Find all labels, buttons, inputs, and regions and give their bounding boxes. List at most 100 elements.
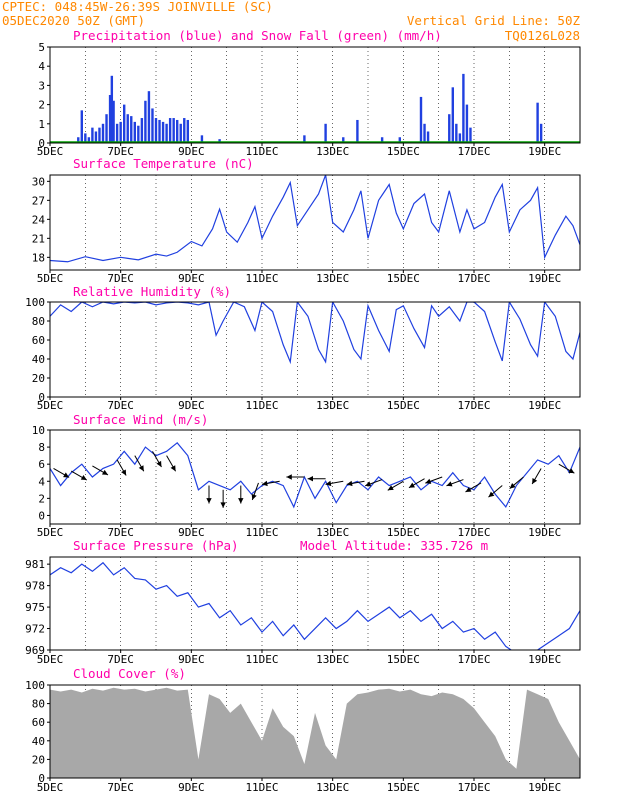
precip-bar — [77, 137, 80, 143]
cloud-plot: 0 20 40 60 80 100 5DEC 7DEC 9DEC 11DEC 13DEC 15DEC 1… — [25, 679, 581, 794]
cloud-data — [50, 687, 580, 778]
precip-bar — [98, 127, 101, 143]
precip-bar — [137, 125, 140, 143]
temperature-ytick-label: 21 — [32, 232, 45, 245]
precip-bar — [539, 123, 543, 143]
precip-ytick-label: 3 — [38, 79, 45, 92]
precip-bar — [303, 135, 306, 143]
pressure-xtick-label: 19DEC — [528, 653, 561, 666]
humidity-ytick-label: 100 — [25, 296, 45, 309]
temperature-ytick-label: 24 — [32, 213, 46, 226]
humidity-ytick-label: 20 — [32, 372, 45, 385]
pressure-ytick-label: 978 — [25, 580, 45, 593]
pressure-xtick-label: 9DEC — [178, 653, 205, 666]
wind-arrow — [152, 451, 162, 468]
wind-arrow — [446, 479, 464, 487]
wind-ytick-label: 10 — [32, 424, 45, 437]
precip-bar — [419, 96, 423, 143]
wind-arrow-head — [138, 465, 144, 472]
wind-ytick-label: 8 — [38, 441, 45, 454]
precip-title: Precipitation (blue) and Snow Fall (gree… — [73, 28, 442, 43]
wind-arrow-head — [63, 472, 70, 478]
precip-ytick-label: 4 — [38, 60, 45, 73]
precip-ytick-label: 0 — [38, 137, 45, 150]
wind-arrow-head — [346, 480, 353, 487]
precip-bar — [458, 133, 462, 143]
wind-arrow — [408, 478, 425, 489]
precip-bar — [133, 121, 136, 143]
wind-arrow-head — [532, 478, 538, 485]
temp-title: Surface Temperature (nC) — [73, 156, 254, 171]
humidity-plot: 0 20 40 60 80 100 5DEC 7DEC 9DEC 11DEC 13DEC 15DEC 1… — [25, 296, 581, 412]
wind-xtick-label: 19DEC — [528, 526, 561, 539]
temperature-data — [50, 175, 580, 263]
wind-arrow — [509, 476, 524, 489]
precip-bar — [342, 137, 345, 143]
precip-data — [50, 73, 580, 143]
cloud-xtick-label: 17DEC — [457, 781, 490, 794]
pressure-series-line — [50, 561, 580, 650]
humidity-xtick-label: 9DEC — [178, 399, 205, 412]
precip-bar — [324, 123, 327, 143]
precip-bar — [200, 135, 204, 143]
wind-arrow-head — [325, 480, 332, 487]
pressure-ytick-label: 969 — [25, 644, 45, 657]
wind-arrow-head — [251, 493, 257, 500]
humidity-frame — [49, 301, 581, 398]
wind-arrow — [558, 463, 575, 474]
precip-bar — [380, 137, 384, 143]
precip-bar — [161, 121, 165, 143]
humidity-ytick-label: 0 — [38, 391, 45, 404]
wind-plot: 0 2 4 6 8 10 5DEC 7DEC 9DEC 11DEC 13DEC 15DEC 17DEC 1… — [32, 424, 581, 539]
wind-arrow-head — [365, 481, 372, 487]
wind-arrow — [220, 489, 226, 508]
header-model-code: TQ0126L028 — [505, 28, 580, 43]
cloud-ytick-label: 0 — [38, 772, 45, 785]
precip-xtick-label: 19DEC — [528, 145, 561, 158]
wind-xtick-label: 11DEC — [245, 526, 278, 539]
wind-title: Surface Wind (m/s) — [73, 412, 208, 427]
wind-arrow — [325, 480, 344, 487]
pressure-data — [50, 561, 580, 650]
temperature-ytick-label: 30 — [32, 175, 45, 188]
precip-bar — [108, 95, 112, 143]
wind-arrow — [261, 480, 280, 487]
precip-bar — [80, 110, 83, 143]
header-datetime: 05DEC2020 50Z (GMT) — [2, 13, 145, 28]
header-location: CPTEC: 048:45W-26:39S JOINVILLE (SC) — [2, 0, 273, 14]
cloud-xtick-label: 15DEC — [387, 781, 420, 794]
pressure-ytick-label: 972 — [25, 623, 45, 636]
precip-bar — [154, 118, 158, 143]
wind-arrow-head — [509, 483, 516, 489]
wind-arrow — [166, 455, 177, 472]
humidity-xtick-label: 13DEC — [316, 399, 349, 412]
precip-bar — [115, 123, 119, 143]
wind-arrow — [365, 479, 383, 487]
cloud-xtick-label: 5DEC — [37, 781, 64, 794]
rh-title: Relative Humidity (%) — [73, 284, 231, 299]
wind-arrow — [53, 468, 70, 478]
wind-frame — [49, 429, 581, 525]
precip-ytick-label: 2 — [38, 99, 45, 112]
wind-xtick-label: 15DEC — [387, 526, 420, 539]
precip-bar — [144, 100, 147, 143]
humidity-xtick-label: 17DEC — [457, 399, 490, 412]
wind-arrow-head — [80, 474, 87, 481]
precip-bar — [465, 104, 469, 143]
temperature-xtick-label: 7DEC — [107, 272, 134, 285]
precip-bar — [101, 123, 105, 143]
precip-bar — [183, 118, 186, 143]
wind-arrow-head — [488, 491, 495, 498]
precip-bar — [469, 127, 472, 143]
precip-bar — [179, 123, 182, 143]
wind-arrow-head — [220, 502, 226, 508]
cloud-xtick-label: 9DEC — [178, 781, 205, 794]
pressure-xtick-label: 11DEC — [245, 653, 278, 666]
wind-arrow-head — [286, 474, 292, 480]
wind-arrow-head — [465, 486, 472, 492]
precip-bar — [423, 123, 426, 143]
precip-bar — [176, 119, 179, 143]
wind-ytick-label: 4 — [38, 475, 45, 488]
wind-arrow — [531, 468, 542, 485]
